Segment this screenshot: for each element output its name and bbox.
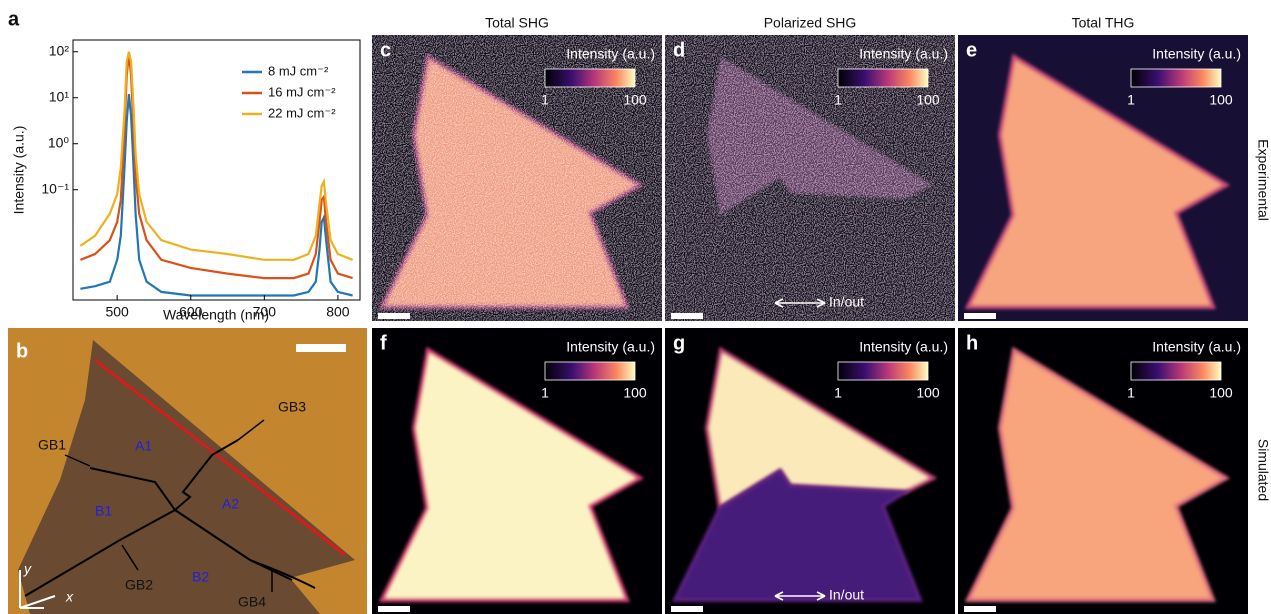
annotation: In/out bbox=[829, 587, 864, 603]
legend-label: 22 mJ cm⁻² bbox=[268, 105, 336, 120]
image-panel: f Intensity (a.u.) 1 100 bbox=[372, 328, 662, 614]
legend-label: 16 mJ cm⁻² bbox=[268, 84, 336, 99]
colorbar-tick-label: 100 bbox=[916, 385, 940, 401]
region-label: B2 bbox=[192, 569, 209, 585]
colorbar-tick-label: 100 bbox=[623, 92, 647, 108]
y-tick-label: 10⁻¹ bbox=[41, 180, 69, 196]
gb-label: GB1 bbox=[38, 437, 66, 453]
column-header: Total THG bbox=[1072, 15, 1135, 31]
colorbar-label: Intensity (a.u.) bbox=[1152, 339, 1241, 355]
colorbar-label: Intensity (a.u.) bbox=[566, 46, 655, 62]
y-tick-label: 10² bbox=[49, 42, 70, 58]
y-tick-label: 10⁰ bbox=[48, 134, 70, 150]
micrograph: b GB1 GB2 GB3 GB4 A1 B1 A2 B2 y x bbox=[8, 328, 367, 614]
image-panel: h Intensity (a.u.) 1 100 bbox=[958, 328, 1248, 614]
region-label: A1 bbox=[135, 438, 152, 454]
row-label: Experimental bbox=[1255, 139, 1271, 221]
x-tick-label: 600 bbox=[179, 304, 203, 320]
colorbar-tick-label: 100 bbox=[1209, 385, 1233, 401]
colorbar-tick-label: 1 bbox=[541, 385, 549, 401]
annotation: In/out bbox=[829, 294, 864, 310]
gb-label: GB3 bbox=[278, 399, 306, 415]
scale-bar bbox=[671, 313, 703, 319]
image-panel: c Intensity (a.u.) 1 100 bbox=[372, 35, 662, 321]
axis-label: x bbox=[65, 589, 74, 605]
colorbar-tick-label: 1 bbox=[541, 92, 549, 108]
scale-bar bbox=[671, 606, 703, 612]
colorbar-label: Intensity (a.u.) bbox=[566, 339, 655, 355]
panel-letter: d bbox=[673, 39, 685, 61]
gb-label: GB4 bbox=[238, 594, 266, 610]
colorbar bbox=[545, 69, 635, 87]
colorbar-tick-label: 100 bbox=[1209, 92, 1233, 108]
panel-letter: e bbox=[966, 39, 977, 61]
scale-bar bbox=[964, 313, 996, 319]
panel-letter: f bbox=[380, 332, 387, 354]
colorbar-label: Intensity (a.u.) bbox=[859, 339, 948, 355]
colorbar bbox=[545, 362, 635, 380]
colorbar-tick-label: 100 bbox=[623, 385, 647, 401]
colorbar bbox=[1131, 362, 1221, 380]
column-header: Polarized SHG bbox=[764, 15, 857, 31]
panel-letter: c bbox=[380, 39, 391, 61]
colorbar-tick-label: 1 bbox=[1127, 92, 1135, 108]
axis-label: y bbox=[23, 561, 32, 577]
colorbar-tick-label: 1 bbox=[834, 92, 842, 108]
scale-bar bbox=[296, 344, 346, 352]
colorbar bbox=[838, 362, 928, 380]
panel-letter: b bbox=[16, 340, 28, 362]
scale-bar bbox=[378, 313, 410, 319]
colorbar bbox=[1131, 69, 1221, 87]
y-tick-label: 10¹ bbox=[49, 88, 70, 104]
legend-label: 8 mJ cm⁻² bbox=[268, 63, 329, 78]
region-label: B1 bbox=[95, 503, 112, 519]
panel-letter: a bbox=[8, 8, 20, 30]
gb-label: GB2 bbox=[125, 577, 153, 593]
scale-bar bbox=[378, 606, 410, 612]
region-label: A2 bbox=[222, 496, 239, 512]
image-panel: g Intensity (a.u.) 1 100 In/out bbox=[665, 328, 955, 614]
colorbar-tick-label: 1 bbox=[834, 385, 842, 401]
column-header: Total SHG bbox=[485, 15, 549, 31]
x-tick-label: 500 bbox=[105, 304, 129, 320]
colorbar-label: Intensity (a.u.) bbox=[1152, 46, 1241, 62]
y-axis-label: Intensity (a.u.) bbox=[11, 126, 27, 215]
figure: a Intensity (a.u.) Wavelength (nm) Total… bbox=[0, 0, 1271, 614]
x-tick-label: 700 bbox=[253, 304, 277, 320]
colorbar bbox=[838, 69, 928, 87]
x-tick-label: 800 bbox=[326, 304, 350, 320]
panel-letter: h bbox=[966, 332, 978, 354]
image-panel: e Intensity (a.u.) 1 100 bbox=[958, 35, 1248, 321]
image-panel: d Intensity (a.u.) 1 100 In/out bbox=[665, 35, 955, 321]
colorbar-tick-label: 100 bbox=[916, 92, 940, 108]
scale-bar bbox=[964, 606, 996, 612]
colorbar-label: Intensity (a.u.) bbox=[859, 46, 948, 62]
colorbar-tick-label: 1 bbox=[1127, 385, 1135, 401]
panel-letter: g bbox=[673, 332, 685, 354]
row-label: Simulated bbox=[1255, 439, 1271, 501]
